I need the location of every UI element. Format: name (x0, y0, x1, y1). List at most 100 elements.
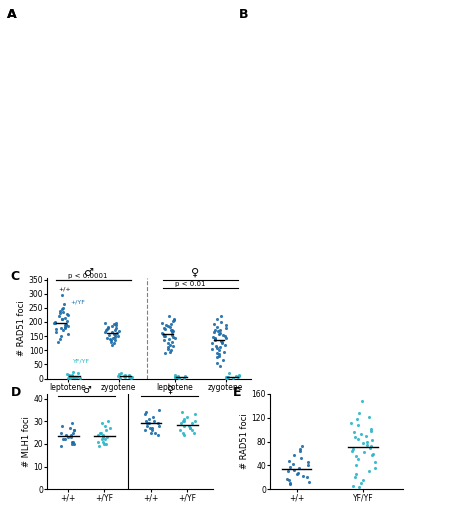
Point (186, 424, 194, 432)
Point (71, 426, 78, 434)
Point (70, 373, 77, 381)
Point (65, 371, 73, 380)
Point (168, 328, 176, 336)
Point (97, 428, 105, 437)
Point (354, 435, 362, 443)
Point (59, 304, 66, 312)
Point (362, 432, 370, 440)
Point (58, 422, 66, 430)
Point (146, 424, 154, 432)
Point (61, 321, 69, 329)
Point (110, 330, 118, 338)
Point (171, 373, 179, 382)
Point (304, 458, 311, 467)
Point (65, 372, 73, 380)
Point (61, 299, 68, 307)
Point (71, 373, 79, 381)
Point (69, 440, 76, 448)
Point (181, 415, 188, 423)
Point (211, 333, 219, 341)
Point (365, 467, 373, 475)
Point (51, 318, 59, 326)
Point (185, 422, 193, 430)
Point (149, 413, 157, 421)
Point (214, 315, 221, 323)
Point (303, 473, 311, 482)
Point (190, 428, 198, 437)
Point (98, 419, 106, 427)
Point (232, 372, 240, 380)
Point (211, 325, 219, 334)
Point (111, 333, 119, 341)
Point (52, 325, 60, 333)
Point (164, 339, 172, 347)
Text: D: D (11, 386, 21, 399)
Point (368, 436, 376, 444)
Point (160, 324, 168, 332)
Point (221, 332, 229, 340)
Point (222, 373, 230, 382)
Point (152, 428, 159, 437)
Point (371, 465, 379, 473)
Point (63, 310, 71, 318)
Point (215, 346, 223, 354)
Point (216, 342, 224, 351)
Point (212, 341, 220, 350)
Point (69, 428, 77, 437)
Point (102, 426, 109, 434)
Point (101, 319, 109, 328)
Point (167, 323, 174, 331)
Point (58, 315, 65, 323)
Point (213, 359, 220, 367)
Point (101, 435, 109, 443)
Point (112, 318, 120, 327)
Point (62, 320, 70, 329)
Point (167, 320, 175, 328)
Point (235, 371, 243, 379)
Point (54, 338, 62, 346)
Text: ♀: ♀ (191, 268, 199, 278)
Point (352, 433, 359, 441)
Point (223, 374, 230, 382)
Point (104, 323, 111, 332)
Point (115, 372, 122, 381)
Point (166, 340, 174, 349)
Point (180, 422, 188, 430)
Text: p < 0.01: p < 0.01 (175, 281, 205, 286)
Point (104, 417, 111, 425)
Point (366, 443, 374, 452)
Point (181, 372, 188, 381)
Point (66, 373, 74, 382)
Point (353, 415, 360, 423)
Point (141, 410, 148, 419)
Point (76, 374, 83, 382)
Point (290, 451, 298, 459)
Point (57, 428, 65, 437)
Point (175, 373, 182, 382)
Point (216, 330, 223, 338)
Point (155, 422, 163, 430)
Point (61, 435, 68, 443)
Text: B: B (239, 8, 249, 21)
Point (63, 321, 70, 330)
Point (71, 426, 78, 434)
Point (143, 408, 150, 416)
Point (59, 308, 67, 316)
Point (109, 340, 116, 349)
Point (64, 374, 72, 382)
Point (209, 345, 216, 353)
Point (69, 438, 76, 446)
Point (219, 338, 226, 346)
Point (68, 438, 75, 446)
Point (111, 327, 118, 335)
Point (291, 466, 298, 474)
Point (104, 323, 112, 331)
Text: +/YF: +/YF (70, 300, 85, 304)
Point (127, 374, 135, 382)
Point (368, 451, 376, 459)
Point (293, 470, 301, 478)
Point (125, 371, 132, 380)
Point (287, 480, 294, 489)
Point (210, 328, 218, 336)
Point (115, 327, 122, 335)
